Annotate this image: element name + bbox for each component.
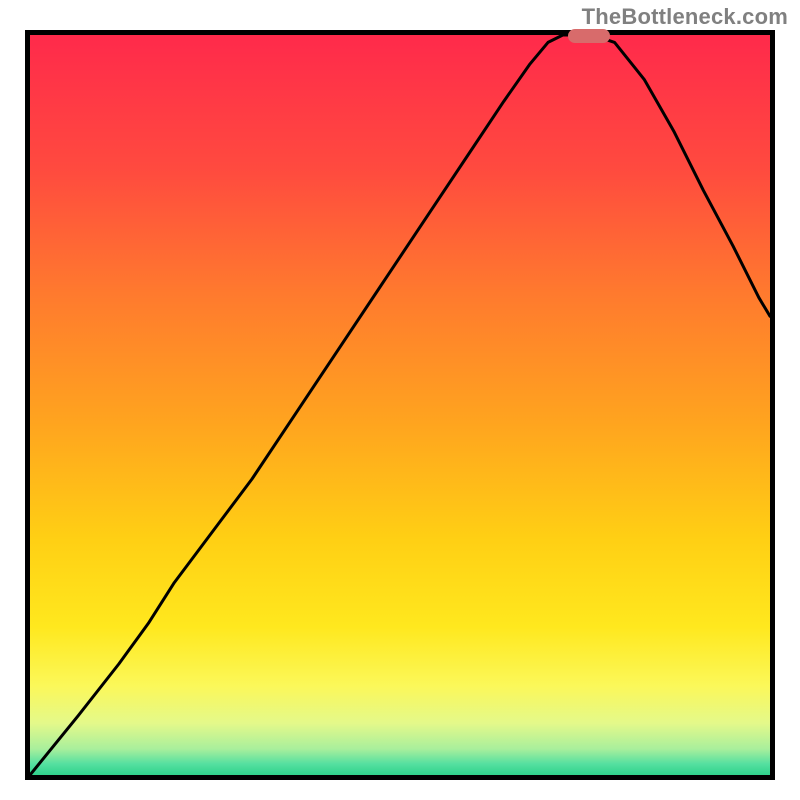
gradient-background [30, 35, 770, 775]
optimal-marker [568, 29, 610, 43]
plot-area [25, 30, 775, 780]
watermark-text: TheBottleneck.com [582, 4, 788, 30]
chart-container: { "watermark": { "text": "TheBottleneck.… [0, 0, 800, 800]
